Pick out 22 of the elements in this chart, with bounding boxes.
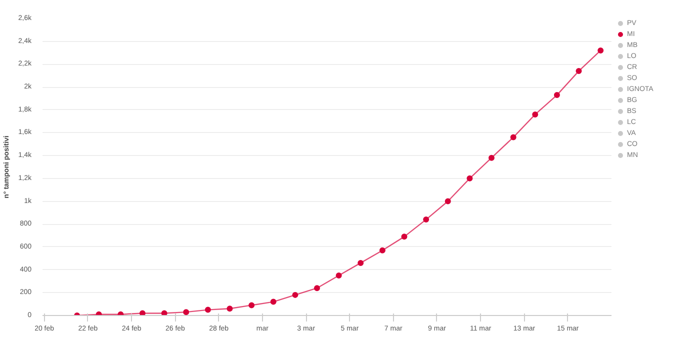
point xyxy=(379,247,386,254)
point xyxy=(554,92,560,98)
point xyxy=(423,216,430,223)
point xyxy=(598,47,604,54)
point xyxy=(204,306,211,313)
point xyxy=(226,306,233,312)
point xyxy=(314,285,320,292)
point xyxy=(401,234,408,240)
point xyxy=(466,175,473,182)
point xyxy=(292,292,298,298)
point xyxy=(336,272,342,279)
point xyxy=(444,198,451,204)
point xyxy=(488,154,495,161)
point xyxy=(161,310,168,316)
point xyxy=(270,298,276,305)
point xyxy=(532,111,538,118)
point xyxy=(510,134,516,140)
point xyxy=(183,309,190,316)
point xyxy=(358,260,364,266)
point xyxy=(248,302,255,308)
point xyxy=(139,310,146,316)
point xyxy=(576,68,582,74)
